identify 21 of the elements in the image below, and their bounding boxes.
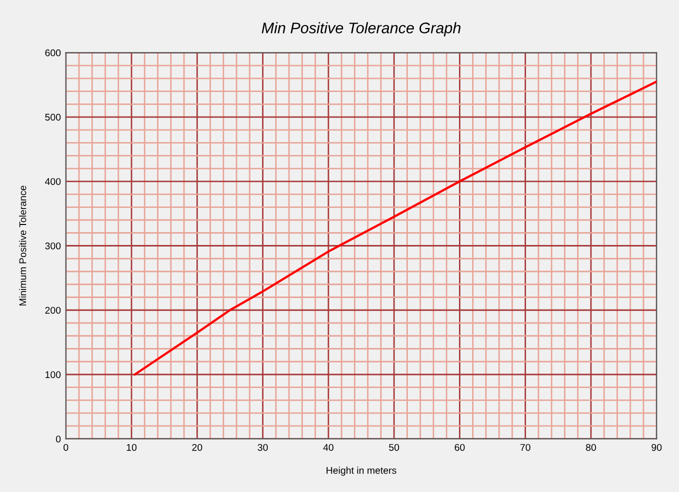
chart-title: Min Positive Tolerance Graph	[262, 22, 460, 36]
x-axis-title: Height in meters	[326, 466, 396, 476]
x-tick-label: 70	[520, 444, 530, 451]
y-tick-label: 100	[46, 371, 61, 378]
x-tick-label: 50	[389, 444, 400, 451]
y-axis-title: Minimum Positive Tolerance	[19, 186, 26, 306]
y-tick-label: 400	[45, 178, 61, 186]
y-tick-label: 600	[45, 49, 61, 56]
x-tick-label: 30	[258, 444, 268, 451]
y-tick-label: 200	[45, 306, 61, 314]
line-series	[134, 80, 657, 376]
x-tick-label: 10	[126, 444, 137, 451]
x-tick-label: 0	[64, 444, 68, 451]
x-tick-label: 60	[454, 444, 465, 451]
x-tick-label: 90	[652, 444, 662, 451]
y-tick-label: 0	[56, 436, 61, 442]
y-tick-label: 300	[45, 242, 61, 250]
x-tick-label: 80	[586, 444, 596, 451]
y-tick-label: 500	[45, 114, 61, 121]
x-tick-label: 40	[323, 444, 334, 451]
x-tick-label: 20	[192, 444, 202, 451]
